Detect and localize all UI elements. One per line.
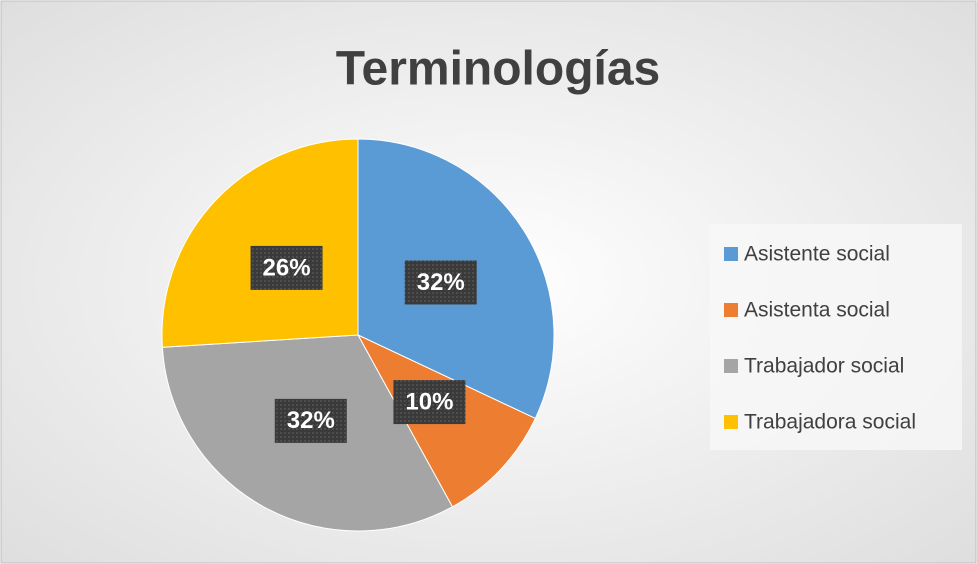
legend-box: [710, 224, 962, 450]
data-label-box: [404, 260, 477, 305]
data-label-box: [393, 380, 466, 425]
legend-swatch: [724, 247, 738, 261]
legend-swatch: [724, 303, 738, 317]
chart-title: Terminologías: [336, 43, 661, 96]
data-label: 10%: [405, 388, 453, 415]
data-label-box: [274, 398, 347, 443]
legend-label: Asistenta social: [744, 299, 890, 322]
legend-label: Asistente social: [744, 243, 890, 266]
legend-swatch: [724, 359, 738, 373]
data-label: 32%: [287, 407, 335, 434]
data-label: 26%: [263, 254, 311, 281]
pie-slice: [161, 138, 359, 348]
data-label-box: [250, 245, 323, 290]
legend-swatch: [724, 415, 738, 429]
data-label: 32%: [417, 269, 465, 296]
legend-label: Trabajadora social: [744, 411, 916, 434]
legend-label: Trabajador social: [744, 355, 904, 378]
